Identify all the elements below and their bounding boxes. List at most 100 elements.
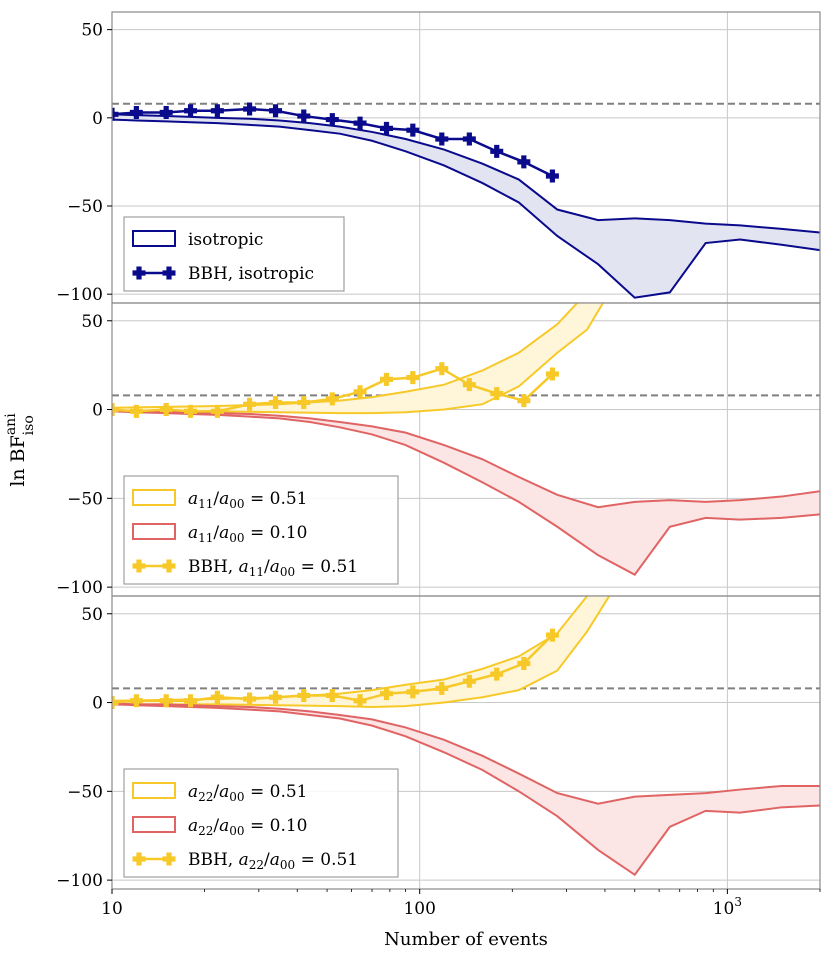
data-point — [490, 144, 504, 158]
y-tick-label: 0 — [92, 401, 103, 421]
band-lower-0 — [112, 118, 820, 299]
data-point — [269, 104, 283, 118]
data-point — [379, 687, 393, 701]
y-tick-label: −100 — [56, 871, 103, 891]
band-fill-0 — [112, 114, 820, 298]
data-point — [297, 395, 311, 409]
data-point — [353, 694, 367, 708]
data-point — [435, 362, 449, 376]
legend-label: BBH, isotropic — [188, 264, 314, 284]
data-point — [517, 656, 531, 670]
band-lower-0 — [112, 596, 611, 708]
band-lower-1 — [112, 410, 820, 576]
data-point — [462, 378, 476, 392]
legend-label: isotropic — [188, 230, 263, 250]
data-point — [517, 155, 531, 169]
x-axis: 10 100 103 — [101, 889, 821, 919]
y-tick-label: −100 — [56, 285, 103, 305]
y-tick-label: −100 — [56, 578, 103, 598]
data-point — [325, 688, 339, 702]
data-point — [379, 372, 393, 386]
y-tick-label: 50 — [81, 21, 103, 41]
data-point — [462, 132, 476, 146]
legend-patch — [132, 782, 176, 799]
data-point — [184, 104, 198, 118]
y-tick-label: 50 — [81, 605, 103, 625]
band-upper-1 — [112, 702, 820, 805]
data-point — [406, 123, 420, 137]
panel-top: 50 0 −50 −100 isotropic BBH, isotropic — [56, 11, 821, 305]
data-point — [353, 385, 367, 399]
y-tick-label: −50 — [67, 197, 103, 217]
data-point — [517, 394, 531, 408]
panel-middle: 50 0 −50 −100 a11/a00 = 0.51 a11/a00 = 0.10 BB… — [56, 302, 821, 598]
data-point — [210, 690, 224, 704]
data-point — [159, 694, 173, 708]
y-axis-label: ln BFani iso — [3, 413, 37, 487]
band-fill-1 — [112, 703, 820, 875]
panel-frame — [111, 595, 821, 890]
y-tick-label: −50 — [67, 782, 103, 802]
legend-marker — [162, 559, 176, 573]
data-point — [129, 106, 143, 120]
band-upper-0 — [112, 113, 820, 234]
data-point — [184, 694, 198, 708]
data-point — [490, 667, 504, 681]
plot-area — [112, 102, 820, 299]
data-point — [159, 106, 173, 120]
plot-area — [112, 596, 820, 877]
legend-marker — [162, 852, 176, 866]
band-fill-1 — [112, 410, 820, 575]
data-point — [490, 387, 504, 401]
data-point — [435, 132, 449, 146]
data-point — [406, 685, 420, 699]
x-tick-label: 100 — [403, 899, 435, 919]
data-point — [243, 397, 257, 411]
data-point — [297, 109, 311, 123]
legend: a22/a00 = 0.51 a22/a00 = 0.10 BBH, a22/a00… — [123, 768, 399, 878]
y-tick-label: 0 — [92, 694, 103, 714]
legend: a11/a00 = 0.51 a11/a00 = 0.10 BBH, a11/a00… — [123, 475, 399, 585]
legend-marker — [162, 266, 176, 280]
legend-box — [123, 216, 345, 292]
data-point — [112, 107, 119, 121]
data-point — [243, 692, 257, 706]
band-fill-0 — [112, 303, 603, 414]
data-point — [129, 404, 143, 418]
data-point — [269, 395, 283, 409]
x-tick-label: 103 — [713, 895, 742, 919]
y-tick-label: 0 — [92, 109, 103, 129]
legend-marker — [132, 852, 146, 866]
legend-marker — [132, 559, 146, 573]
data-point — [269, 690, 283, 704]
legend-marker — [132, 266, 146, 280]
legend-label: a22/a00 = 0.10 — [188, 816, 307, 838]
data-point — [325, 113, 339, 127]
data-point — [112, 403, 119, 417]
legend: isotropic BBH, isotropic — [123, 216, 345, 292]
data-point — [545, 169, 559, 183]
legend-label: a11/a00 = 0.51 — [188, 489, 307, 511]
band-fill-0 — [112, 596, 610, 707]
x-tick-label: 10 — [101, 899, 123, 919]
data-point — [325, 392, 339, 406]
data-point — [435, 681, 449, 695]
legend-patch — [132, 489, 176, 506]
data-point — [406, 371, 420, 385]
legend-label: a11/a00 = 0.10 — [188, 523, 307, 545]
data-point — [129, 694, 143, 708]
data-point — [243, 102, 257, 116]
band-lower-1 — [112, 703, 820, 877]
legend-patch — [132, 230, 176, 247]
legend-patch — [132, 816, 176, 833]
legend-label: a22/a00 = 0.51 — [188, 782, 307, 804]
band-upper-1 — [112, 409, 820, 509]
legend-patch — [132, 523, 176, 540]
data-point — [210, 104, 224, 118]
y-tick-label: −50 — [67, 489, 103, 509]
legend-label: BBH, a22/a00 = 0.51 — [188, 850, 358, 872]
data-point — [462, 674, 476, 688]
data-point — [545, 367, 559, 381]
data-point — [379, 121, 393, 135]
